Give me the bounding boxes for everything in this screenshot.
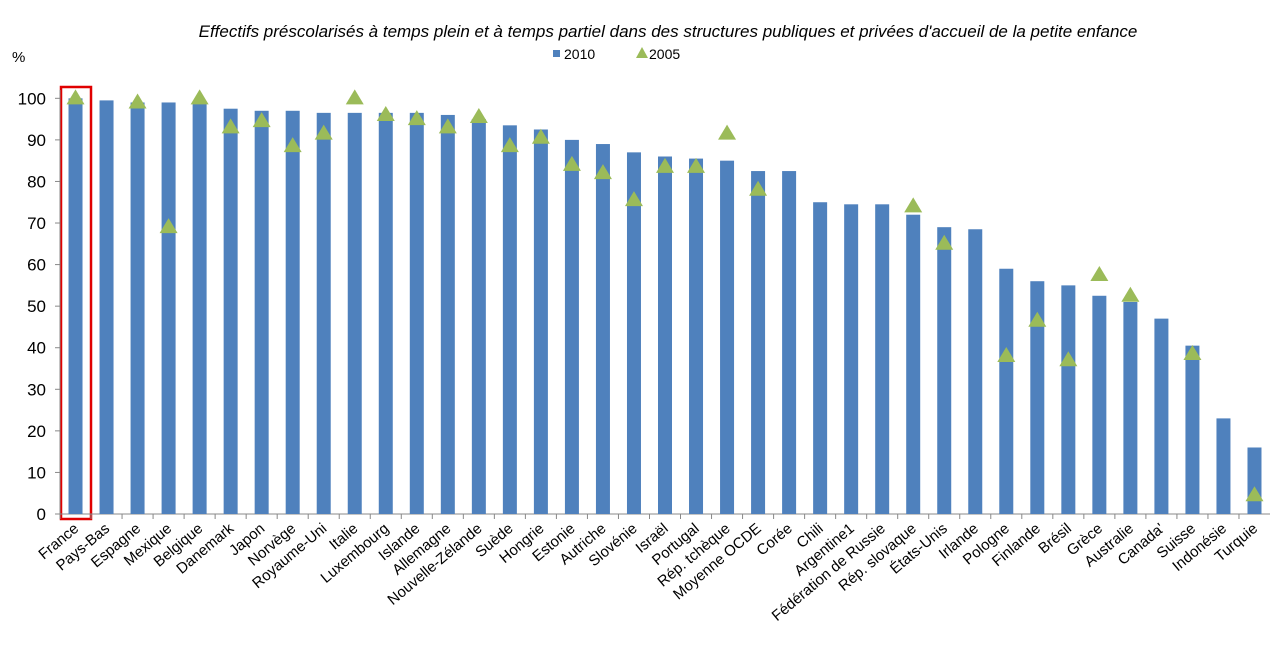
bar: [1185, 345, 1200, 514]
y-label: %: [12, 49, 25, 66]
marker-triangle: [66, 89, 85, 105]
y-tick-label: 60: [27, 256, 46, 275]
marker-triangle: [221, 118, 240, 134]
bar: [875, 204, 890, 514]
marker-triangle: [190, 89, 209, 105]
bar: [1154, 318, 1169, 514]
marker-triangle: [376, 105, 395, 121]
bar: [378, 112, 393, 515]
bar: [626, 152, 641, 514]
y-tick-label: 80: [27, 172, 46, 191]
marker-triangle: [438, 118, 457, 134]
marker-triangle: [624, 191, 643, 207]
bar: [1061, 285, 1076, 514]
bar: [192, 102, 207, 515]
bar: [844, 204, 859, 514]
bar: [533, 129, 548, 515]
marker-triangle: [314, 124, 333, 140]
marker-triangle: [997, 347, 1016, 363]
bar: [409, 112, 424, 515]
bar: [906, 214, 921, 515]
legend-label: 2005: [649, 46, 680, 62]
marker-triangle: [593, 164, 612, 180]
bar: [440, 114, 455, 515]
y-tick-label: 50: [27, 297, 46, 316]
bar: [1123, 302, 1138, 514]
bar: [999, 268, 1014, 514]
bar: [782, 171, 797, 514]
marker-triangle: [656, 157, 674, 173]
y-tick-label: 20: [27, 422, 46, 441]
bar: [99, 100, 114, 515]
bar: [968, 229, 983, 515]
bar: [689, 158, 704, 514]
bar: [1092, 295, 1107, 514]
bar: [161, 102, 176, 515]
highlight-box: [59, 85, 93, 521]
bar: [471, 119, 486, 515]
marker-triangle: [252, 112, 271, 128]
bar: [751, 171, 766, 514]
marker-triangle: [1059, 351, 1078, 367]
marker-triangle: [935, 234, 954, 250]
y-tick-label: 40: [27, 339, 46, 358]
marker-triangle: [283, 137, 302, 153]
bar: [347, 112, 362, 515]
marker-triangle: [1028, 311, 1047, 327]
legend-label: 2010: [564, 46, 595, 62]
bar: [564, 139, 579, 514]
marker-triangle: [1245, 486, 1264, 502]
bar: [1216, 418, 1231, 514]
marker-triangle: [500, 137, 519, 153]
bar: [937, 227, 952, 515]
bar: [223, 108, 238, 515]
marker-triangle: [469, 108, 488, 124]
marker-triangle: [749, 180, 768, 196]
marker-triangle: [718, 124, 737, 140]
bar: [720, 160, 735, 514]
legend-swatch: [636, 47, 648, 58]
marker-triangle: [904, 197, 923, 213]
bar: [254, 110, 269, 515]
bar: [595, 144, 610, 514]
marker-triangle: [1121, 286, 1140, 302]
marker-triangle: [128, 93, 147, 109]
y-tick-label: 10: [27, 463, 46, 482]
marker-triangle: [1090, 265, 1109, 281]
bar: [502, 125, 517, 514]
marker-triangle: [531, 128, 550, 144]
x-tick-label: Corée: [753, 520, 795, 559]
bar: [813, 202, 828, 514]
marker-triangle: [687, 157, 706, 173]
marker-triangle: [345, 89, 364, 105]
y-tick-label: 90: [27, 131, 46, 150]
bar: [1030, 281, 1045, 514]
marker-triangle: [562, 155, 581, 171]
legend-swatch: [553, 50, 560, 57]
marker-triangle: [159, 218, 178, 234]
y-tick-label: 30: [27, 380, 46, 399]
y-tick-label: 100: [18, 89, 46, 108]
y-tick-label: 0: [37, 505, 46, 524]
marker-triangle: [407, 110, 426, 126]
y-tick-label: 70: [27, 214, 46, 233]
bar: [285, 110, 300, 515]
bar: [658, 156, 672, 514]
bar: [1247, 447, 1262, 514]
bar: [316, 112, 331, 515]
marker-triangle: [1183, 344, 1202, 360]
bar: [130, 102, 145, 515]
bar: [68, 98, 83, 515]
subtitle: Effectifs préscolarisés à temps plein et…: [199, 22, 1138, 41]
